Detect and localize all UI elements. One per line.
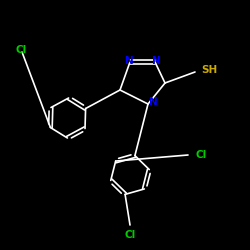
Text: N: N [124, 56, 134, 66]
Text: Cl: Cl [124, 230, 136, 240]
Text: Cl: Cl [196, 150, 207, 160]
Text: N: N [148, 97, 158, 107]
Text: N: N [152, 56, 160, 66]
Text: SH: SH [201, 65, 217, 75]
Text: Cl: Cl [16, 45, 26, 55]
